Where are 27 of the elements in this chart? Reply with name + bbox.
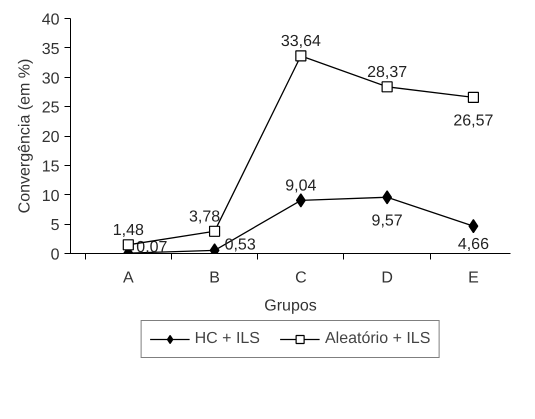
y-axis-title: Convergência (em %) [16, 58, 34, 214]
data-label: 28,37 [367, 64, 408, 81]
data-label: 33,64 [280, 32, 321, 50]
data-label: 1,48 [112, 222, 144, 239]
y-tick-label: 35 [42, 40, 60, 58]
y-tick-label: 10 [42, 188, 60, 205]
y-tick-label: 40 [42, 12, 60, 28]
y-tick-label: 30 [42, 70, 60, 88]
x-tick-label: A [122, 270, 134, 286]
legend-label: Aleatório + ILS [324, 330, 430, 348]
y-tick-label: 0 [50, 246, 60, 264]
y-tick-label: 20 [42, 129, 60, 146]
data-label: 4,66 [458, 236, 490, 254]
data-label: 26,57 [453, 112, 494, 130]
y-tick-label: 25 [42, 100, 60, 117]
legend-label: HC + ILS [194, 330, 260, 348]
x-tick-label: C [295, 270, 307, 286]
x-tick-label: D [381, 270, 393, 286]
data-label: 0,53 [224, 236, 256, 254]
y-tick-label: 15 [42, 158, 60, 176]
x-axis-title: Grupos [264, 298, 317, 314]
data-label: 9,04 [285, 177, 317, 194]
x-tick-label: E [468, 270, 479, 286]
y-tick-label: 5 [50, 217, 60, 234]
data-label: 9,57 [372, 212, 403, 230]
data-label: 3,78 [189, 208, 220, 226]
x-tick-label: B [209, 270, 220, 286]
